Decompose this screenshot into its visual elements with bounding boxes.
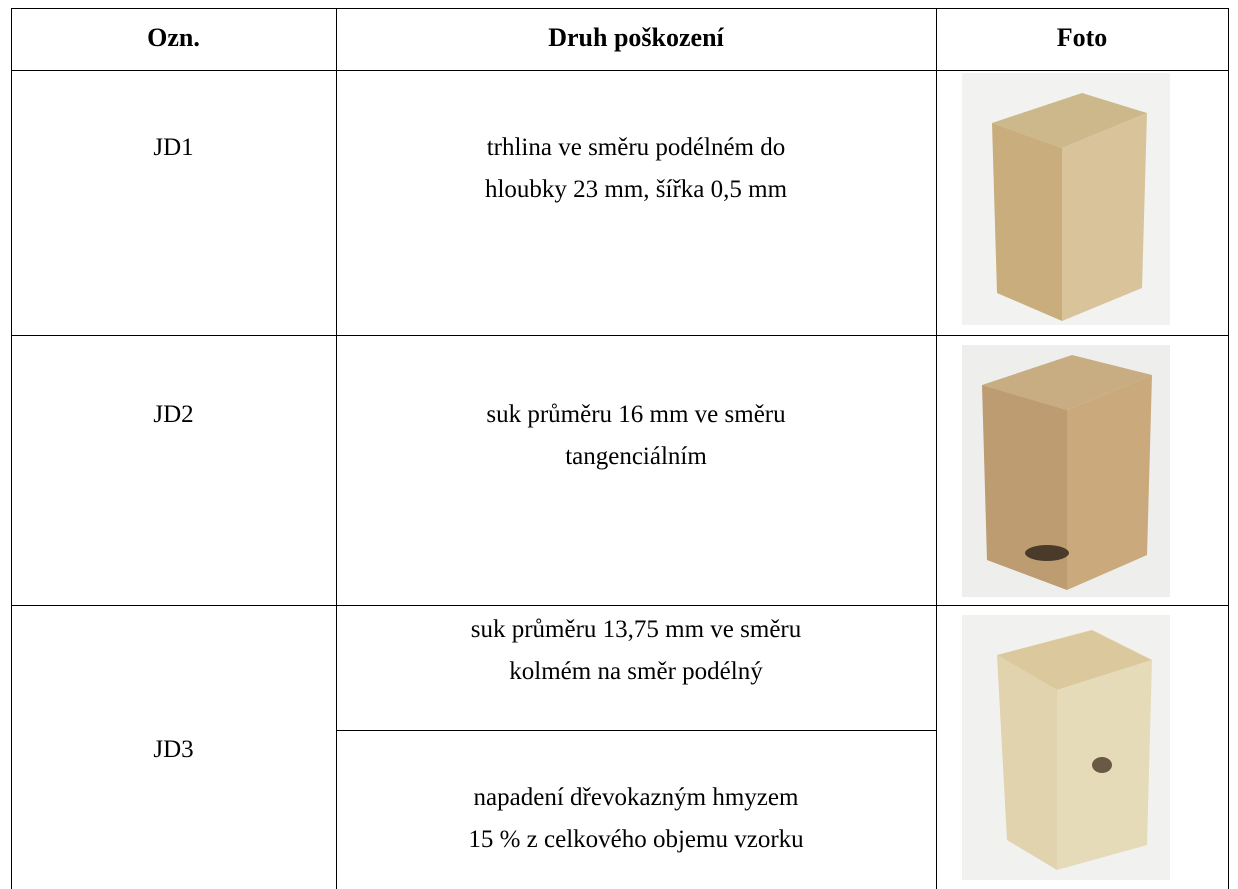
border xyxy=(336,8,337,889)
border xyxy=(936,8,937,889)
border xyxy=(1228,8,1229,889)
photo xyxy=(962,345,1170,597)
border xyxy=(11,335,1229,336)
cell-text: JD1 xyxy=(153,134,194,161)
header-cell: Foto xyxy=(1056,23,1108,52)
header-cell: Druh poškození xyxy=(548,23,724,52)
cell-text: JD2 xyxy=(153,401,194,428)
cell-text: trhlina ve směru podélném do xyxy=(486,134,786,161)
cell-text: hloubky 23 mm, šířka 0,5 mm xyxy=(484,176,788,203)
cell-text: suk průměru 16 mm ve směru xyxy=(486,401,786,428)
cell-text: suk průměru 13,75 mm ve směru xyxy=(470,616,802,643)
cell-text: 15 % z celkového objemu vzorku xyxy=(468,826,804,853)
border xyxy=(11,8,1229,9)
cell-text: JD3 xyxy=(153,736,194,763)
header-cell: Ozn. xyxy=(147,23,200,52)
border xyxy=(11,70,1229,71)
cell-text: tangenciálním xyxy=(565,443,707,470)
border xyxy=(336,730,936,731)
photo xyxy=(962,615,1170,880)
cell-text: kolmém na směr podélný xyxy=(509,658,763,685)
border xyxy=(11,605,1229,606)
border xyxy=(11,8,12,889)
photo xyxy=(962,73,1170,325)
cell-text: napadení dřevokazným hmyzem xyxy=(473,784,799,811)
